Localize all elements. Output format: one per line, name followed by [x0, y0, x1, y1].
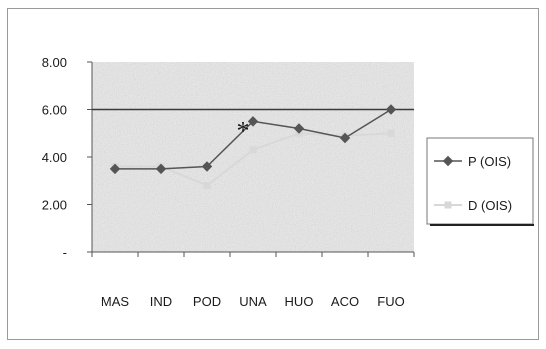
data-point — [201, 161, 213, 172]
annotation-asterisk: * — [237, 116, 250, 145]
legend-item: D (OIS) — [434, 198, 512, 213]
data-point — [442, 155, 454, 167]
y-tick-label: - — [63, 245, 67, 260]
y-tick-label: 8.00 — [42, 55, 67, 70]
data-point — [385, 104, 397, 115]
x-tick-label: IND — [150, 294, 172, 309]
legend: P (OIS) D (OIS) — [426, 137, 534, 226]
x-tick-label: HUO — [285, 294, 314, 309]
y-axis-ticks: - 2.00 4.00 6.00 8.00 — [42, 55, 92, 260]
x-tick-label: UNA — [239, 294, 267, 309]
legend-label: D (OIS) — [468, 198, 512, 213]
series-layer — [109, 104, 397, 189]
data-point — [387, 129, 395, 137]
series-p-ois — [109, 104, 397, 175]
y-tick-label: 2.00 — [42, 198, 67, 213]
x-tick-label: MAS — [101, 294, 130, 309]
x-axis-ticks: MAS IND POD UNA HUO ACO FUO — [91, 252, 415, 309]
y-tick-label: 6.00 — [42, 103, 67, 118]
x-tick-label: ACO — [331, 294, 359, 309]
data-point — [109, 163, 121, 175]
plot-area-texture — [92, 62, 414, 252]
y-tick-label: 4.00 — [42, 150, 67, 165]
data-point — [247, 116, 259, 127]
data-point — [249, 146, 257, 154]
data-point — [203, 182, 211, 189]
legend-item: P (OIS) — [434, 154, 511, 169]
data-point — [293, 123, 305, 134]
annotation-layer: * — [237, 116, 250, 145]
x-tick-label: FUO — [377, 294, 404, 309]
x-tick-label: POD — [193, 294, 221, 309]
legend-label: P (OIS) — [468, 154, 511, 169]
data-point — [444, 201, 452, 209]
data-point — [339, 132, 351, 144]
data-point — [155, 163, 167, 175]
